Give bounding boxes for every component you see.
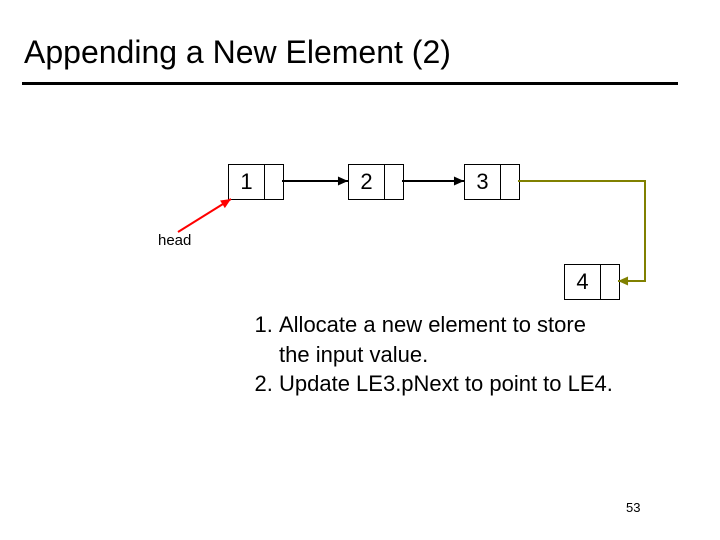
list-node-value: 4 [565, 265, 601, 299]
list-node-value: 2 [349, 165, 385, 199]
arrow-head-to-1 [178, 199, 231, 232]
list-node-pointer [501, 165, 519, 199]
list-node-pointer [385, 165, 403, 199]
step-item: Allocate a new element to store the inpu… [279, 310, 615, 369]
list-node-2: 2 [348, 164, 404, 200]
step-item: Update LE3.pNext to point to LE4. [279, 369, 615, 399]
list-node-1: 1 [228, 164, 284, 200]
list-node-pointer [265, 165, 283, 199]
step-list: Allocate a new element to store the inpu… [245, 310, 615, 399]
head-label: head [158, 232, 191, 249]
page-number: 53 [626, 500, 640, 515]
title-underline [22, 82, 678, 85]
list-node-value: 3 [465, 165, 501, 199]
list-node-pointer [601, 265, 619, 299]
slide-title: Appending a New Element (2) [24, 34, 451, 71]
list-node-value: 1 [229, 165, 265, 199]
list-node-3: 3 [464, 164, 520, 200]
list-node-4: 4 [564, 264, 620, 300]
